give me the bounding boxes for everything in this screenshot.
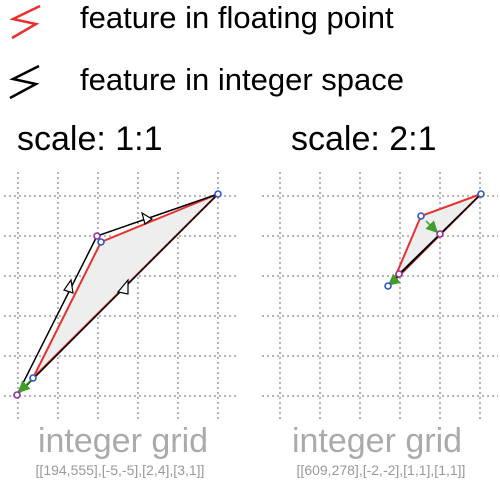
legend-floating-label: feature in floating point xyxy=(80,0,394,35)
vertex xyxy=(93,232,101,240)
vertex xyxy=(436,230,444,238)
direction-arrow-icon xyxy=(63,278,74,294)
left-grid-label: integer grid xyxy=(37,422,209,460)
direction-arrow-icon xyxy=(141,211,154,225)
vertex xyxy=(214,190,222,198)
left-integer-polyline xyxy=(16,193,219,396)
right-grid-label: integer grid xyxy=(291,422,463,460)
left-scale-title: scale: 1:1 xyxy=(17,120,163,158)
left-grid-caption: [[194,555],[-5,-5],[2,4],[3,1]] xyxy=(35,462,205,478)
vertex xyxy=(97,238,105,246)
offset-arrow-icon xyxy=(387,273,401,286)
vertex xyxy=(477,190,485,198)
vertex xyxy=(13,391,21,399)
right-feature xyxy=(384,190,485,290)
zigzag-line-icon xyxy=(9,64,40,100)
left-feature xyxy=(13,190,222,399)
legend-integer: feature in integer space xyxy=(0,60,500,100)
zigzag-line-icon xyxy=(9,4,41,40)
direction-arrow-icon xyxy=(116,278,129,295)
vertex xyxy=(417,212,425,220)
legend-integer-label: feature in integer space xyxy=(80,62,404,97)
right-grid-caption: [[609,278],[-2,-2],[1,1],[1,1]] xyxy=(296,462,466,478)
vertex xyxy=(384,282,392,290)
offset-arrow-icon xyxy=(17,379,32,394)
legend-floating: feature in floating point xyxy=(0,0,500,40)
vertex xyxy=(29,374,37,382)
vertex xyxy=(395,270,403,278)
right-integer-polyline xyxy=(387,193,482,287)
offset-arrow-icon xyxy=(425,220,439,234)
right-scale-title: scale: 2:1 xyxy=(291,120,437,158)
